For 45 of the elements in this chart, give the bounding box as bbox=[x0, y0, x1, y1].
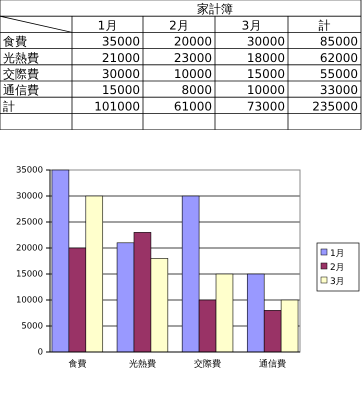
text: 20000 bbox=[174, 34, 212, 49]
text: 62000 bbox=[320, 50, 358, 65]
y-tick-label: 20000 bbox=[16, 244, 43, 254]
text: 35000 bbox=[102, 34, 140, 49]
text: 15000 bbox=[102, 83, 140, 98]
text: 23000 bbox=[174, 50, 212, 65]
x-tick-label: 食費 bbox=[68, 358, 86, 370]
text: 18000 bbox=[246, 50, 285, 65]
category-label: 光熱費 bbox=[3, 50, 39, 65]
category-label: 食費 bbox=[3, 34, 27, 49]
text: 73000 bbox=[246, 99, 285, 114]
text: 55000 bbox=[320, 67, 358, 81]
text: 計 bbox=[318, 18, 330, 32]
chart-title: 家計簿 bbox=[197, 2, 233, 16]
text: 235000 bbox=[312, 99, 358, 114]
legend-label: 2月 bbox=[330, 263, 345, 273]
text: 15000 bbox=[246, 67, 285, 81]
y-tick-label: 25000 bbox=[16, 218, 43, 228]
y-tick-label: 15000 bbox=[16, 270, 43, 280]
text: 85000 bbox=[320, 34, 358, 49]
text: 30000 bbox=[246, 34, 285, 49]
text: 101000 bbox=[94, 99, 140, 114]
text: 計 bbox=[3, 99, 15, 114]
text: 8000 bbox=[181, 83, 212, 98]
category-label: 交際費 bbox=[3, 67, 39, 81]
legend-label: 1月 bbox=[330, 249, 345, 259]
x-tick-label: 交際費 bbox=[194, 358, 222, 370]
text: 33000 bbox=[320, 83, 358, 98]
text: 1月 bbox=[98, 18, 118, 32]
y-tick-label: 5000 bbox=[21, 322, 43, 332]
text: 61000 bbox=[174, 99, 212, 114]
legend-label: 3月 bbox=[330, 277, 345, 287]
text: 10000 bbox=[174, 67, 212, 81]
y-tick-label: 30000 bbox=[16, 192, 43, 202]
category-label: 通信費 bbox=[3, 83, 39, 98]
y-tick-label: 0 bbox=[38, 348, 43, 358]
y-tick-label: 35000 bbox=[16, 166, 43, 176]
text: 2月 bbox=[169, 18, 189, 32]
x-tick-label: 光熱費 bbox=[128, 358, 156, 370]
x-tick-label: 通信費 bbox=[259, 358, 286, 370]
text: 3月 bbox=[242, 18, 262, 32]
text: 21000 bbox=[102, 50, 140, 65]
text: 30000 bbox=[102, 67, 140, 81]
y-tick-label: 10000 bbox=[16, 296, 43, 306]
text: 10000 bbox=[246, 83, 285, 98]
